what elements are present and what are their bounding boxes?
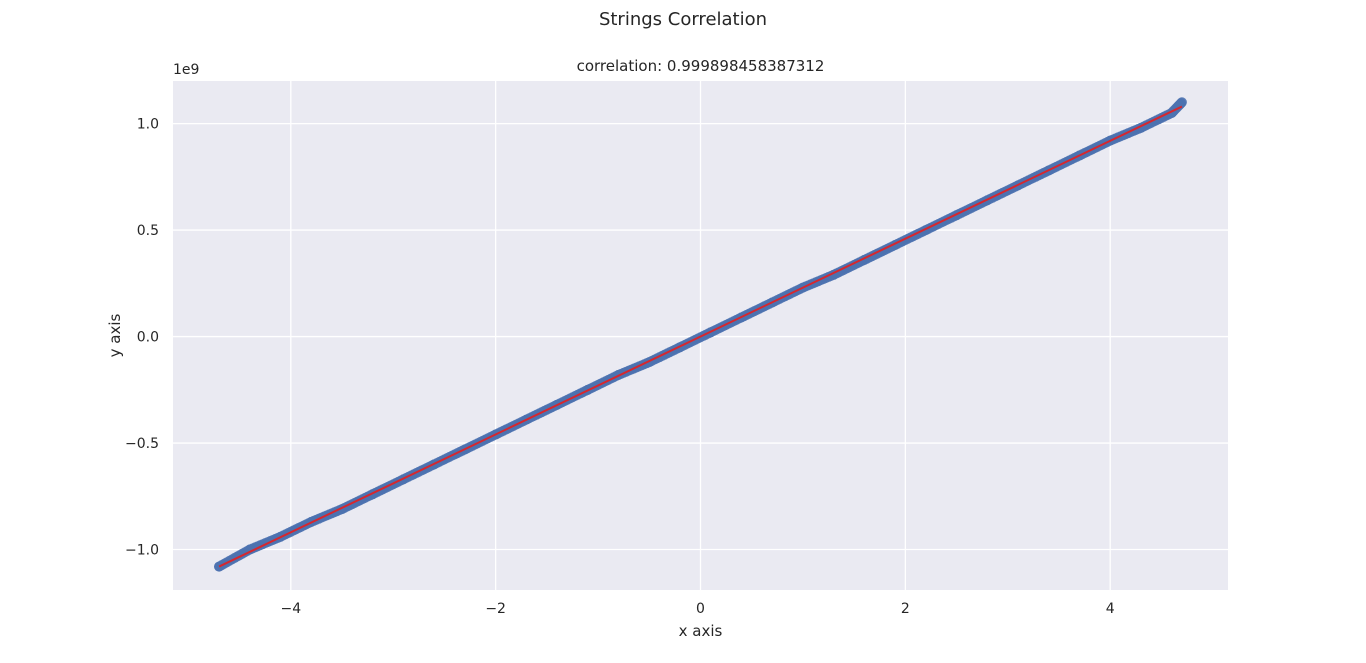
scatter-point xyxy=(1176,97,1187,108)
y-axis-label: y axis xyxy=(106,313,124,357)
x-axis-label: x axis xyxy=(679,622,723,640)
x-tick-label: −2 xyxy=(485,601,506,617)
x-tick-label: 2 xyxy=(901,601,910,617)
x-tick-label: 0 xyxy=(696,601,705,617)
y-offset-label: 1e9 xyxy=(173,62,199,78)
y-tick-label: 0.0 xyxy=(137,330,159,346)
y-tick-label: −1.0 xyxy=(125,543,159,559)
plot-title: correlation: 0.999898458387312 xyxy=(577,57,825,75)
x-tick-label: 4 xyxy=(1106,601,1115,617)
y-tick-label: −0.5 xyxy=(125,436,159,452)
x-tick-label: −4 xyxy=(280,601,301,617)
y-tick-label: 1.0 xyxy=(137,117,159,133)
y-tick-label: 0.5 xyxy=(137,223,159,239)
figure-suptitle: Strings Correlation xyxy=(598,9,768,30)
regression-line xyxy=(218,105,1183,568)
